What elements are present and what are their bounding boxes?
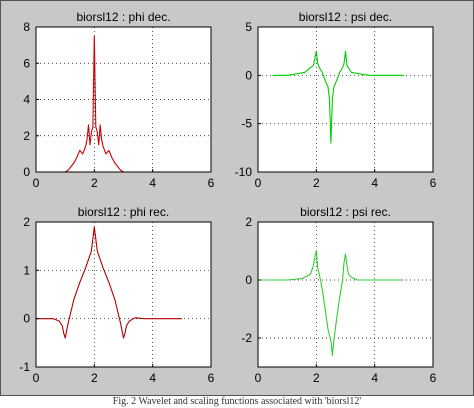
figure-caption: Fig. 2 Wavelet and scaling functions ass… [112,396,362,407]
y-tick-label: 0 [23,312,30,326]
y-tick-label: -2 [241,331,252,345]
plot-area [258,27,433,172]
plot-area [258,222,433,367]
plot-area [36,27,211,172]
x-tick-label: 4 [371,371,378,385]
x-tick-label: 2 [313,176,320,190]
subplot-title: biorsl12 : phi dec. [76,10,170,24]
x-tick-label: 6 [208,176,215,190]
subplot-title: biorsl12 : psi dec. [299,10,392,24]
y-tick-label: 4 [23,93,30,107]
axes-frame [35,221,212,368]
data-line [258,250,404,356]
x-tick-label: 0 [255,176,262,190]
y-tick-label: 0 [23,165,30,179]
x-tick-label: 6 [430,371,437,385]
y-tick-label: 2 [245,215,252,229]
x-tick-label: 0 [255,371,262,385]
subplot-1: 0 2 4 6 0 2 4 6 8 biorsl12 : phi dec. [23,10,214,190]
y-tick-label: 0 [245,68,252,82]
data-line [36,226,182,339]
subplot-4: 0 2 4 6 -2 0 2 biorsl12 : psi rec. [241,205,436,385]
x-tick-label: 6 [430,176,437,190]
y-tick-label: -1 [19,360,30,374]
y-tick-label: -10 [235,165,253,179]
axes-frame [257,26,434,173]
y-tick-label: 0 [245,273,252,287]
data-line [36,35,182,173]
x-tick-label: 4 [149,371,156,385]
y-tick-label: -5 [241,117,252,131]
y-tick-label: 8 [23,20,30,34]
x-tick-label: 4 [149,176,156,190]
y-tick-label: 1 [23,263,30,277]
y-tick-label: 5 [245,20,252,34]
x-tick-label: 0 [33,176,40,190]
plot-area [36,222,211,367]
x-tick-label: 0 [33,371,40,385]
x-tick-label: 4 [371,176,378,190]
x-tick-label: 2 [91,176,98,190]
axes-frame [257,221,434,368]
x-tick-label: 2 [91,371,98,385]
subplot-2: 0 2 4 6 -10 -5 0 5 biorsl12 : psi dec. [235,10,437,190]
y-tick-label: 2 [23,129,30,143]
x-tick-label: 2 [313,371,320,385]
x-tick-label: 6 [208,371,215,385]
subplot-title: biorsl12 : phi rec. [78,205,169,219]
data-line [272,50,404,144]
y-tick-label: 6 [23,56,30,70]
subplot-title: biorsl12 : psi rec. [300,205,391,219]
y-tick-label: 2 [23,215,30,229]
